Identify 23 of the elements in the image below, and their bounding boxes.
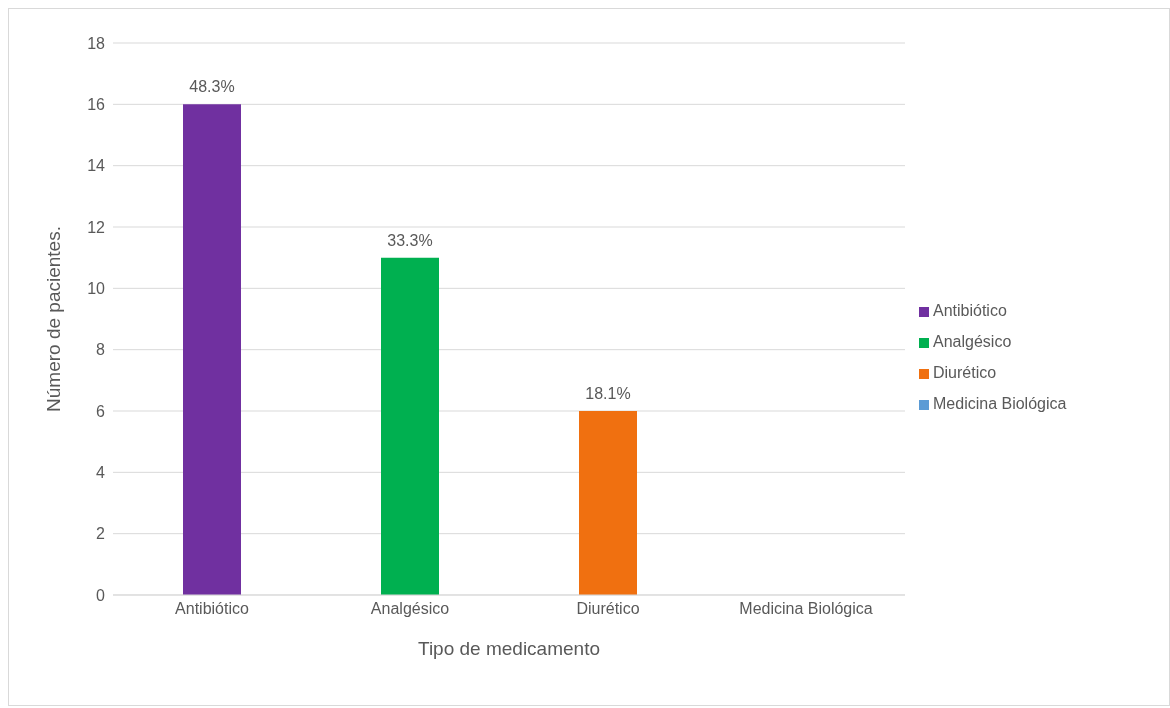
y-axis-title: Número de pacientes. [42,226,64,412]
x-tick-label: Diurético [576,600,640,618]
y-tick-label: 12 [87,218,106,236]
legend-label: Diurético [933,364,997,381]
annotation: 18.1% [585,385,631,402]
y-tick-label: 18 [87,34,106,52]
annotation: 33.3% [387,231,433,249]
y-tick-label: 10 [87,280,106,298]
y-tick-label: 2 [96,525,106,543]
y-tick-label: 14 [87,157,106,175]
x-tick-label: Medicina Biológica [739,600,873,618]
x-tick-label: Antibiótico [175,600,250,618]
y-tick-label: 16 [87,96,106,114]
y-tick-label: 4 [96,464,106,482]
y-tick-label: 8 [96,341,106,359]
legend-label: Antibiótico [933,302,1007,319]
annotation: 48.3% [189,78,235,96]
legend-label: Analgésico [933,333,1012,350]
x-tick-label: Analgésico [370,600,450,618]
x-axis-title: Tipo de medicamento [417,638,601,659]
legend-label: Medicina Biológica [933,395,1067,412]
y-tick-label: 0 [96,586,106,604]
y-tick-label: 6 [96,402,106,420]
